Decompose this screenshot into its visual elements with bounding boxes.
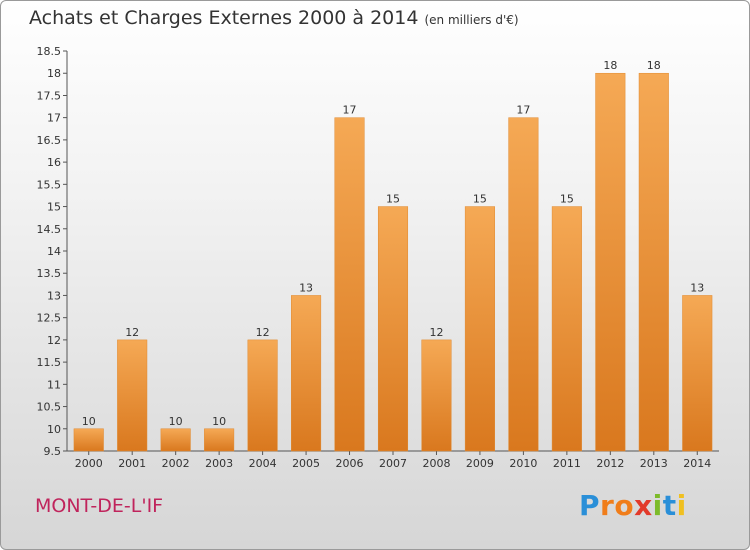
data-label-2005: 13 [299,281,313,294]
bar-2012 [595,72,626,452]
data-label-2007: 15 [386,193,400,206]
y-tick-label: 10.5 [37,401,62,414]
y-tick-label: 11.5 [37,356,62,369]
y-tick-label: 18 [47,67,61,80]
data-labels: 10 12 10 10 12 13 17 15 12 15 17 15 18 18 13 [82,59,705,428]
y-tick-label: 15.5 [37,178,62,191]
bar-2008 [421,339,452,452]
y-tick-label: 14 [47,245,61,258]
x-tick-label: 2000 [75,457,103,470]
logo-letter: i [652,489,663,522]
y-tick-label: 16.5 [37,134,62,147]
y-tick-label: 13.5 [37,267,62,280]
data-label-2010: 17 [516,104,530,117]
bars [73,72,713,452]
location-name: MONT-DE-L'IF [35,495,164,517]
bar-2000 [73,428,104,452]
x-tick-label: 2013 [640,457,668,470]
data-label-2011: 15 [560,193,574,206]
x-tick-label: 2002 [162,457,190,470]
bar-2002 [160,428,191,452]
x-tick-label: 2007 [379,457,407,470]
data-label-2000: 10 [82,415,96,428]
logo-letter: t [662,489,677,522]
data-label-2012: 18 [603,59,617,72]
bar-2006 [334,117,365,452]
data-label-2002: 10 [169,415,183,428]
bar-2003 [204,428,235,452]
bar-2013 [638,72,669,452]
bar-2007 [377,206,409,452]
bar-2005 [291,295,322,452]
x-tick-label: 2006 [336,457,364,470]
logo-letter: x [634,489,653,522]
bar-2009 [464,206,495,452]
data-label-2003: 10 [212,415,226,428]
data-label-2009: 15 [473,193,487,206]
bar-2010 [508,117,539,452]
chart-title: Achats et Charges Externes 2000 à 2014 (e… [29,7,519,29]
y-tick-label: 13 [47,289,61,302]
logo-letter: i [676,489,687,522]
x-tick-label: 2010 [509,457,537,470]
y-tick-label: 10 [47,423,61,436]
data-label-2006: 17 [343,104,357,117]
data-label-2008: 12 [429,326,443,339]
y-tick-label: 18.5 [37,45,62,58]
chart-subtitle: (en milliers d'€) [424,13,519,27]
x-tick-label: 2011 [553,457,581,470]
data-label-2004: 12 [256,326,270,339]
x-tick-label: 2012 [596,457,624,470]
bar-2001 [117,339,148,452]
x-tick-label: 2004 [249,457,277,470]
data-label-2001: 12 [125,326,139,339]
bar-2004 [247,339,278,452]
y-tick-label: 16 [47,156,61,169]
data-label-2014: 13 [690,281,704,294]
y-tick-label: 17.5 [37,89,62,102]
x-tick-label: 2005 [292,457,320,470]
x-tick-label: 2008 [422,457,450,470]
bar-2014 [682,295,713,452]
y-tick-label: 17 [47,112,61,125]
y-tick-label: 14.5 [37,223,62,236]
proxiti-logo: Proxiti [579,489,687,522]
y-tick-label: 12.5 [37,312,62,325]
logo-letter: r [600,489,615,522]
logo-letter: o [614,489,635,522]
logo-letter: P [579,489,601,522]
x-tick-label: 2014 [683,457,711,470]
chart-title-text: Achats et Charges Externes 2000 à 2014 [29,7,419,29]
data-label-2013: 18 [647,59,661,72]
y-tick-label: 15 [47,201,61,214]
y-tick-label: 11 [47,378,61,391]
x-tick-label: 2001 [118,457,146,470]
x-tick-label: 2009 [466,457,494,470]
y-tick-label: 9.5 [44,445,62,458]
bar-2011 [551,206,582,452]
y-tick-label: 12 [47,334,61,347]
x-tick-label: 2003 [205,457,233,470]
